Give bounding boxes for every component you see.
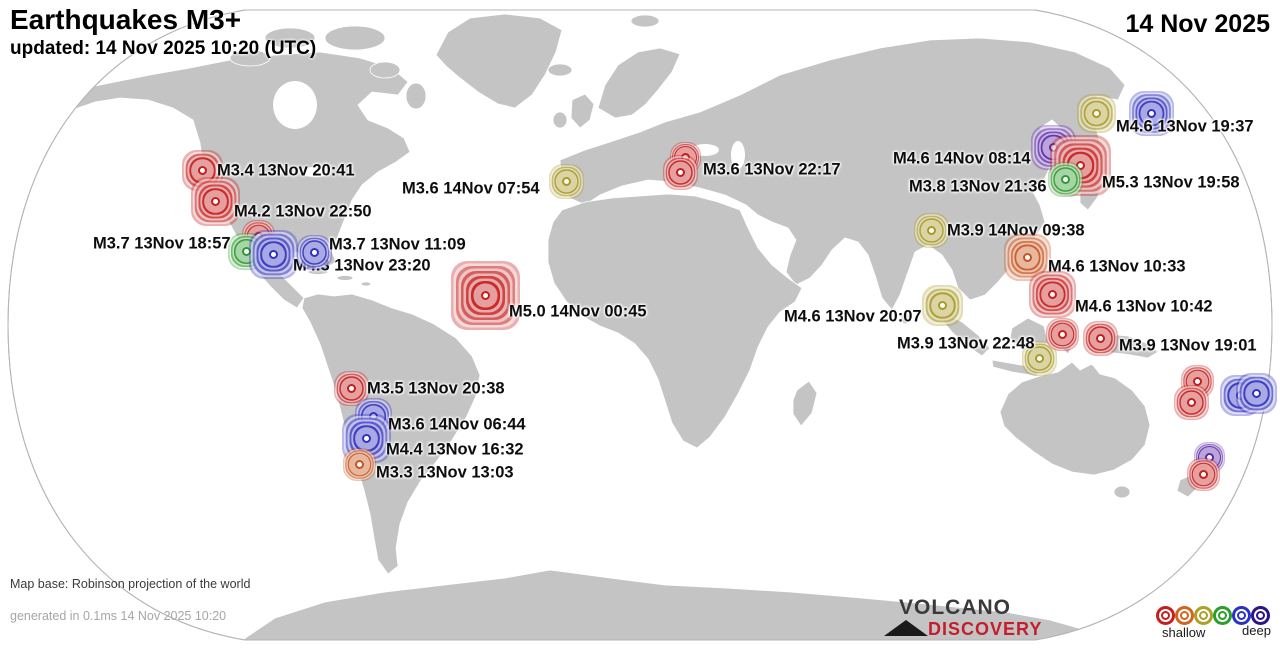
page-title: Earthquakes M3+ <box>10 4 242 35</box>
legend-depth-circle <box>1237 611 1246 620</box>
quake-marker[interactable] <box>1035 354 1044 363</box>
legend-depth-circle <box>1161 611 1170 620</box>
quake-marker[interactable] <box>310 248 319 257</box>
legend-depth-circle <box>1180 611 1189 620</box>
quake-label: M4.6 13Nov 19:37 <box>1116 117 1254 136</box>
quake-label: M3.3 13Nov 13:03 <box>376 463 514 482</box>
quake-label: M4.6 13Nov 10:33 <box>1048 257 1186 276</box>
quake-label: M3.8 13Nov 21:36 <box>909 177 1047 196</box>
quake-label: M3.5 13Nov 20:38 <box>367 379 505 398</box>
quake-marker[interactable] <box>269 250 278 259</box>
legend-depth-circle <box>1218 611 1227 620</box>
legend-circles <box>1156 606 1280 625</box>
legend-depth-circle <box>1256 611 1265 620</box>
quake-label: M3.7 13Nov 18:57 <box>93 234 231 253</box>
generated-note: generated in 0.1ms 14 Nov 2025 10:20 <box>10 609 227 623</box>
quake-label: M5.0 14Nov 00:45 <box>509 302 647 321</box>
quake-label: M4.3 13Nov 23:20 <box>293 256 431 275</box>
logo-volcano-text: VOLCANO <box>899 596 1011 619</box>
quake-marker[interactable] <box>242 247 251 256</box>
quake-marker[interactable] <box>1076 161 1085 170</box>
quake-marker[interactable] <box>1199 470 1208 479</box>
quake-label: M3.9 14Nov 09:38 <box>947 221 1085 240</box>
legend-depth-circle <box>1199 611 1208 620</box>
updated-timestamp: updated: 14 Nov 2025 10:20 (UTC) <box>10 38 317 59</box>
depth-legend: shallow deep <box>1156 606 1280 641</box>
quake-label: M5.3 13Nov 19:58 <box>1102 173 1240 192</box>
quake-label: M3.6 13Nov 22:17 <box>703 160 841 179</box>
quake-label: M3.9 13Nov 19:01 <box>1119 336 1257 355</box>
quake-marker[interactable] <box>938 301 947 310</box>
map-base-note: Map base: Robinson projection of the wor… <box>10 577 251 591</box>
quake-marker[interactable] <box>1252 389 1261 398</box>
quake-marker[interactable] <box>1187 398 1196 407</box>
logo-discovery-text: DISCOVERY <box>928 619 1043 639</box>
quake-label: M3.7 13Nov 11:09 <box>329 235 466 254</box>
quake-marker[interactable] <box>369 412 378 421</box>
quake-marker[interactable] <box>1147 109 1156 118</box>
quake-marker[interactable] <box>681 153 690 162</box>
quake-marker[interactable] <box>1092 109 1101 118</box>
quake-label: M3.9 13Nov 22:48 <box>897 334 1035 353</box>
quake-marker[interactable] <box>1236 391 1245 400</box>
quake-marker[interactable] <box>355 460 364 469</box>
legend-shallow-label: shallow <box>1162 625 1206 640</box>
quake-marker[interactable] <box>1048 290 1057 299</box>
quake-marker[interactable] <box>362 434 371 443</box>
quake-label: M3.6 14Nov 07:54 <box>402 179 540 198</box>
volcanodiscovery-logo[interactable]: VOLCANO DISCOVERY <box>884 596 1054 639</box>
quake-marker[interactable] <box>676 168 685 177</box>
quake-marker[interactable] <box>198 166 207 175</box>
quake-marker[interactable] <box>254 232 263 241</box>
quake-marker[interactable] <box>481 291 490 300</box>
volcano-triangle-icon <box>884 620 928 636</box>
quake-marker[interactable] <box>211 197 220 206</box>
quake-marker[interactable] <box>1193 377 1202 386</box>
quake-label: M4.4 13Nov 16:32 <box>386 440 524 459</box>
quake-marker[interactable] <box>1205 453 1214 462</box>
quake-marker[interactable] <box>1096 334 1105 343</box>
quake-label: M3.6 14Nov 06:44 <box>388 415 526 434</box>
quake-marker[interactable] <box>1061 175 1070 184</box>
quake-marker[interactable] <box>927 226 936 235</box>
quake-label: M4.6 14Nov 08:14 <box>893 149 1031 168</box>
quake-label: M4.6 13Nov 20:07 <box>784 307 922 326</box>
quake-label: M4.6 13Nov 10:42 <box>1075 297 1213 316</box>
map-date: 14 Nov 2025 <box>1125 10 1270 38</box>
quake-marker[interactable] <box>562 177 571 186</box>
quake-marker[interactable] <box>1023 253 1032 262</box>
quake-marker[interactable] <box>347 384 356 393</box>
quake-label: M3.4 13Nov 20:41 <box>217 161 355 180</box>
quake-marker[interactable] <box>1049 143 1058 152</box>
legend-deep-label: deep <box>1242 623 1271 638</box>
quake-label: M4.2 13Nov 22:50 <box>234 202 372 221</box>
quake-marker[interactable] <box>1058 330 1067 339</box>
